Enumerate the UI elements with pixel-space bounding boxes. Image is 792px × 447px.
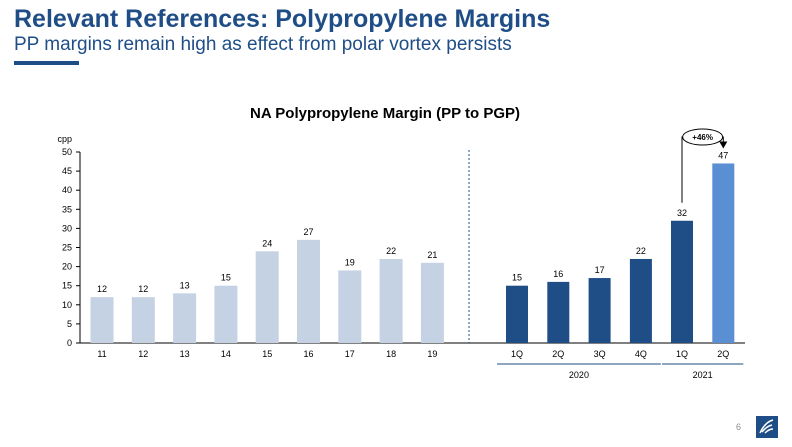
y-tick-label: 5 <box>67 319 72 329</box>
data-label: 22 <box>636 246 646 256</box>
bar <box>506 285 528 343</box>
y-tick-label: 25 <box>62 243 72 253</box>
x-tick-label: 17 <box>345 349 355 359</box>
x-tick-label: 16 <box>303 349 313 359</box>
bar <box>379 258 403 343</box>
data-label: 32 <box>677 208 687 218</box>
data-label: 19 <box>345 257 355 267</box>
bar <box>338 270 362 343</box>
data-label: 12 <box>97 284 107 294</box>
data-label: 17 <box>595 265 605 275</box>
x-tick-label: 3Q <box>594 349 606 359</box>
page-title: Relevant References: Polypropylene Margi… <box>14 5 551 33</box>
y-tick-label: 15 <box>62 281 72 291</box>
y-tick-label: 0 <box>67 338 72 348</box>
x-tick-label: 13 <box>180 349 190 359</box>
x-tick-label: 12 <box>138 349 148 359</box>
group-label: 2021 <box>693 370 713 380</box>
x-tick-label: 14 <box>221 349 231 359</box>
data-label: 27 <box>303 227 313 237</box>
title-underline <box>14 61 79 65</box>
x-tick-label: 2Q <box>717 349 729 359</box>
data-label: 12 <box>138 284 148 294</box>
y-tick-label: 30 <box>62 223 72 233</box>
y-tick-label: 20 <box>62 262 72 272</box>
chart-title: NA Polypropylene Margin (PP to PGP) <box>250 105 521 122</box>
y-tick-label: 45 <box>62 166 72 176</box>
data-label: 24 <box>262 238 272 248</box>
data-label: 22 <box>386 246 396 256</box>
group-label: 2020 <box>569 370 589 380</box>
data-label: 15 <box>221 273 231 283</box>
x-tick-label: 15 <box>262 349 272 359</box>
data-label: 47 <box>718 150 728 160</box>
x-tick-label: 19 <box>427 349 437 359</box>
x-tick-label: 4Q <box>635 349 647 359</box>
data-label: 21 <box>427 250 437 260</box>
bar <box>420 262 444 343</box>
bar <box>173 293 197 343</box>
page-number: 6 <box>736 422 742 432</box>
x-tick-label: 1Q <box>676 349 688 359</box>
annotation-bubble <box>682 128 724 146</box>
data-label: 13 <box>180 280 190 290</box>
x-tick-label: 2Q <box>552 349 564 359</box>
bar <box>90 297 114 343</box>
data-label: 16 <box>553 269 563 279</box>
annotation-arrowhead <box>719 141 728 149</box>
data-label: 15 <box>512 273 522 283</box>
y-tick-label: 10 <box>62 300 72 310</box>
x-tick-label: 11 <box>97 349 106 359</box>
bar <box>297 239 320 343</box>
bar <box>712 163 735 343</box>
bar <box>588 278 611 343</box>
y-axis-unit: cpp <box>57 134 72 144</box>
page-subtitle: PP margins remain high as effect from po… <box>14 34 512 55</box>
y-tick-label: 40 <box>62 185 72 195</box>
y-tick-label: 35 <box>62 204 72 214</box>
y-tick-label: 50 <box>62 147 72 157</box>
bar <box>214 285 238 343</box>
annotation-label: +46% <box>692 133 713 142</box>
x-tick-label: 18 <box>386 349 396 359</box>
bar <box>547 281 570 343</box>
bar <box>131 297 155 343</box>
bar <box>255 251 279 343</box>
x-tick-label: 1Q <box>511 349 523 359</box>
bar <box>629 258 652 343</box>
company-logo-icon <box>756 416 778 438</box>
bar <box>671 220 693 343</box>
